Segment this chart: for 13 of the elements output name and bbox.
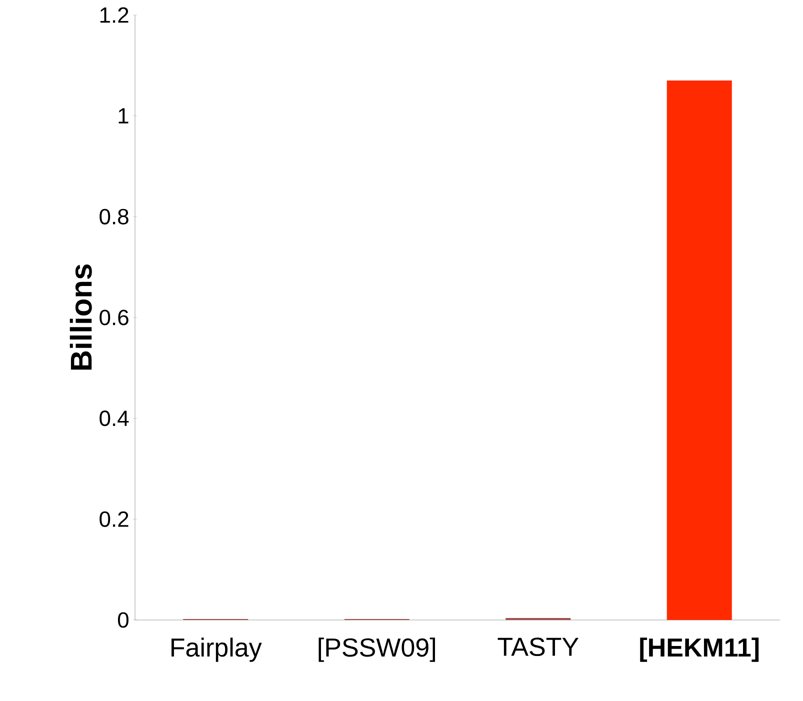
x-tick-label: [PSSW09]	[318, 638, 435, 662]
bar	[666, 80, 732, 620]
y-tick-label: 0.8	[100, 208, 128, 224]
y-tick-label: 0.2	[100, 511, 128, 527]
y-tick-label: 0.4	[100, 410, 129, 426]
x-tick-label: [HEKM11]	[640, 638, 759, 662]
y-tick-label: 1.2	[100, 7, 128, 23]
x-tick-label: TASTY	[498, 638, 578, 656]
x-tick-label: Fairplay	[172, 638, 262, 662]
y-tick-label: 0.6	[100, 310, 128, 326]
y-tick-label: 0	[118, 612, 128, 628]
y-axis-title: Billions	[70, 264, 92, 370]
y-tick-label: 1	[118, 108, 128, 124]
